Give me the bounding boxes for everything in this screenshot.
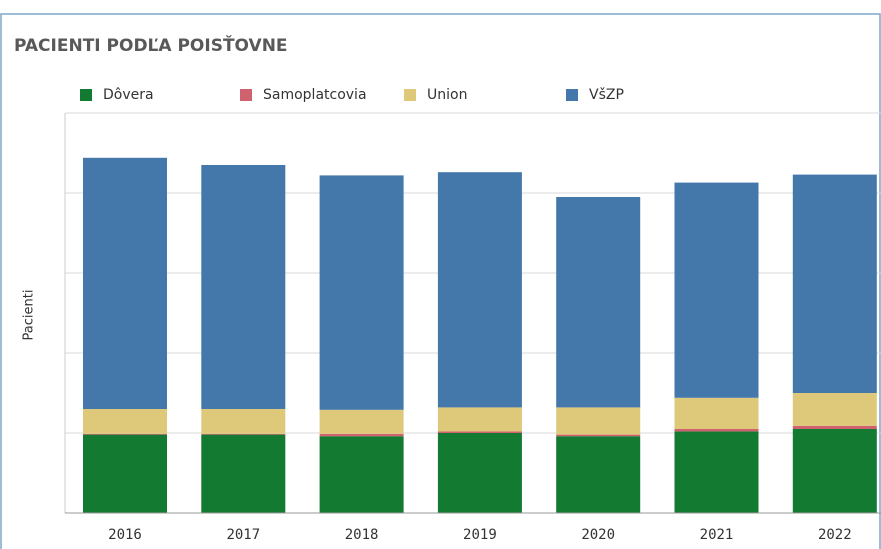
legend-label: Samoplatcovia: [263, 87, 367, 103]
bar-segment: [792, 425, 877, 429]
bar-segment: [319, 175, 404, 410]
bar-segment: [83, 157, 167, 409]
bar-segment: [201, 433, 286, 435]
bar-segment: [319, 433, 404, 437]
bar-segment: [437, 407, 522, 432]
y-axis-label: Pacienti: [22, 290, 37, 341]
bar-segment: [319, 436, 404, 513]
bar-segment: [201, 434, 286, 513]
legend-swatch: [240, 89, 252, 101]
bar-segment: [437, 433, 522, 513]
legend-swatch: [404, 89, 416, 101]
bar-segment: [437, 172, 522, 408]
bar-segment: [556, 436, 641, 513]
legend-swatch: [566, 89, 578, 101]
bar-segment: [674, 397, 759, 429]
legend-swatch: [80, 89, 92, 101]
bar-segment: [674, 182, 759, 398]
x-tick-label: 2020: [581, 527, 615, 543]
bar-segment: [319, 409, 404, 434]
bar-segment: [792, 174, 877, 393]
bar-segment: [556, 434, 641, 437]
bar-segment: [792, 429, 877, 513]
x-tick-label: 2016: [108, 527, 142, 543]
chart-title: PACIENTI PODĽA POISŤOVNE: [14, 34, 288, 56]
bar-segment: [201, 165, 286, 409]
bar-segment: [556, 197, 641, 408]
x-tick-label: 2021: [700, 527, 734, 543]
bar-segment: [792, 393, 877, 426]
bar-segment: [83, 434, 167, 513]
legend-label: Dôvera: [103, 87, 154, 103]
bar-segment: [83, 433, 167, 435]
x-tick-label: 2017: [226, 527, 260, 543]
bar-segment: [556, 407, 641, 435]
bar-segment: [437, 431, 522, 433]
frame: [0, 13, 881, 549]
legend-label: VšZP: [589, 87, 624, 103]
bar-segment: [674, 431, 759, 513]
bar-segment: [674, 429, 759, 432]
bar-segment: [201, 409, 286, 434]
x-tick-label: 2022: [818, 527, 852, 543]
x-tick-label: 2019: [463, 527, 497, 543]
bar-segment: [83, 409, 167, 434]
legend-label: Union: [427, 87, 467, 103]
x-tick-label: 2018: [345, 527, 379, 543]
